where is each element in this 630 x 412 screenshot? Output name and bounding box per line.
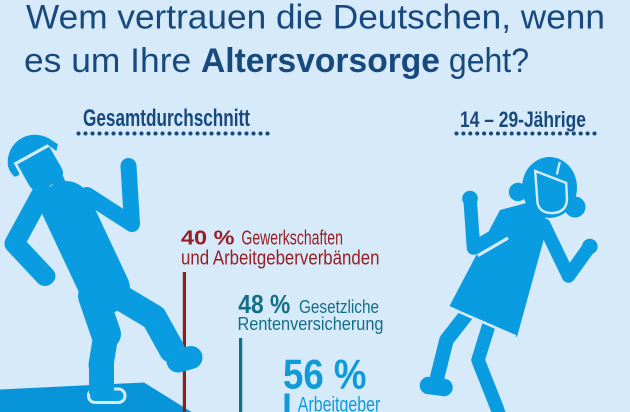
svg-text:14 – 29-Jährige: 14 – 29-Jährige <box>460 107 586 132</box>
svg-text:Gesamtdurchschnitt: Gesamtdurchschnitt <box>83 105 250 132</box>
svg-text:56 %: 56 % <box>283 350 367 397</box>
svg-text:und Arbeitgeberverbänden: und Arbeitgeberverbänden <box>181 248 380 270</box>
svg-text:Rentenversicherung: Rentenversicherung <box>238 314 384 334</box>
svg-text:Gesetzliche: Gesetzliche <box>299 297 379 317</box>
svg-text:Wem vertrauen die Deutschen, w: Wem vertrauen die Deutschen, wenn <box>26 0 605 37</box>
svg-text:40 %Gewerkschaften: 40 % Gewerkschaften <box>181 227 343 249</box>
svg-text:48 %: 48 % <box>238 289 290 319</box>
svg-text:Arbeitgeber: Arbeitgeber <box>298 394 381 412</box>
svg-text:es um Ihre Altersvorsorge geht: es um Ihre Altersvorsorge geht? <box>24 42 529 80</box>
